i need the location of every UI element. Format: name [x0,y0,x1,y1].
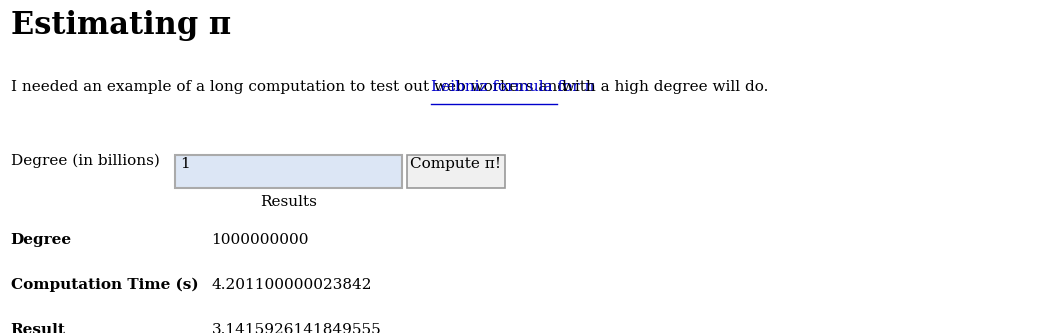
Text: Result: Result [11,323,66,333]
Text: Degree (in billions): Degree (in billions) [11,153,160,167]
Text: Compute π!: Compute π! [411,157,501,170]
FancyBboxPatch shape [407,155,505,188]
Text: I needed an example of a long computation to test out web workers and: I needed an example of a long computatio… [11,80,571,94]
Text: Degree: Degree [11,233,72,247]
Text: 1000000000: 1000000000 [212,233,309,247]
Text: Estimating π: Estimating π [11,10,231,41]
Text: 4.201100000023842: 4.201100000023842 [212,278,372,292]
Text: Computation Time (s): Computation Time (s) [11,278,198,292]
Text: with a high degree will do.: with a high degree will do. [558,80,769,94]
FancyBboxPatch shape [175,155,402,188]
Text: 3.1415926141849555: 3.1415926141849555 [212,323,381,333]
Text: Leibniz formula for π: Leibniz formula for π [432,80,595,94]
Text: Results: Results [260,195,316,209]
Text: 1: 1 [180,157,189,170]
